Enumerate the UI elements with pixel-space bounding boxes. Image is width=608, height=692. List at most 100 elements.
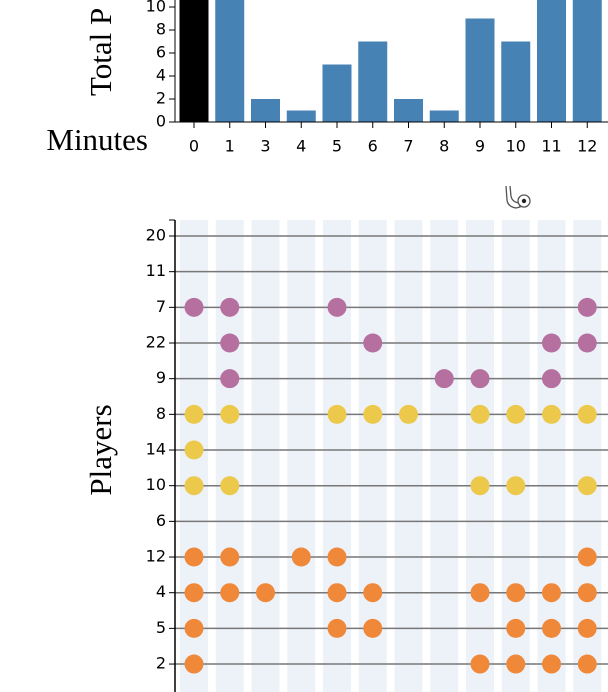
dot bbox=[577, 583, 597, 603]
x-tick-label: 10 bbox=[506, 137, 526, 156]
column-band bbox=[215, 220, 244, 692]
x-tick-label: 6 bbox=[368, 137, 378, 156]
dot bbox=[470, 654, 490, 674]
x-tick-label: 8 bbox=[439, 137, 449, 156]
bar bbox=[215, 0, 245, 122]
dot bbox=[220, 583, 240, 603]
column-band bbox=[251, 220, 280, 692]
x-tick-label: 1 bbox=[225, 137, 235, 156]
bar bbox=[537, 0, 566, 122]
dot bbox=[577, 547, 597, 567]
bar bbox=[429, 110, 459, 122]
column-band bbox=[537, 220, 566, 692]
dot bbox=[577, 476, 597, 496]
dot bbox=[220, 333, 240, 353]
dot bbox=[577, 333, 597, 353]
dot bbox=[506, 618, 526, 638]
bar bbox=[322, 64, 352, 122]
bar bbox=[251, 99, 280, 122]
x-tick-label: 0 bbox=[189, 137, 199, 156]
y-tick-label: 14 bbox=[146, 440, 166, 459]
dot bbox=[542, 333, 561, 353]
y-tick-label: 0 bbox=[156, 112, 166, 131]
dot bbox=[363, 333, 383, 353]
dot bbox=[220, 297, 240, 317]
y-tick-label: 22 bbox=[146, 333, 166, 352]
dot bbox=[542, 618, 561, 638]
dot bbox=[327, 618, 347, 638]
x-tick-label: 3 bbox=[260, 137, 270, 156]
y-axis-title: Players bbox=[83, 404, 118, 495]
dot bbox=[184, 547, 204, 567]
dot bbox=[220, 404, 240, 424]
dot bbox=[363, 404, 383, 424]
dot bbox=[291, 547, 311, 567]
dot bbox=[184, 404, 204, 424]
x-tick-label: 9 bbox=[475, 137, 485, 156]
dot bbox=[327, 404, 347, 424]
dot bbox=[327, 547, 347, 567]
x-tick-label: 7 bbox=[403, 137, 413, 156]
dot bbox=[470, 404, 490, 424]
x-axis-title: Minutes bbox=[46, 122, 148, 157]
dot bbox=[470, 583, 490, 603]
column-band bbox=[430, 220, 459, 692]
x-tick-label: 5 bbox=[332, 137, 342, 156]
dot bbox=[470, 369, 490, 389]
dot bbox=[184, 583, 204, 603]
dot bbox=[220, 547, 240, 567]
bar bbox=[179, 0, 209, 122]
y-tick-label: 20 bbox=[146, 226, 166, 245]
x-tick-label: 12 bbox=[577, 137, 597, 156]
dot bbox=[542, 654, 561, 674]
y-tick-label: 7 bbox=[156, 297, 166, 316]
y-tick-label: 6 bbox=[156, 43, 166, 62]
dot bbox=[577, 297, 597, 317]
x-tick-label: 4 bbox=[296, 137, 306, 156]
bar bbox=[394, 99, 423, 122]
dot bbox=[577, 654, 597, 674]
dot bbox=[327, 583, 347, 603]
dot bbox=[506, 404, 526, 424]
y-tick-label: 4 bbox=[156, 582, 166, 601]
dot bbox=[220, 369, 240, 389]
kick-icon bbox=[505, 185, 531, 209]
dot bbox=[327, 297, 347, 317]
y-tick-label: 12 bbox=[146, 547, 166, 566]
dot bbox=[184, 654, 204, 674]
column-band bbox=[501, 220, 530, 692]
dot bbox=[577, 618, 597, 638]
dot bbox=[542, 369, 561, 389]
y-tick-label: 5 bbox=[156, 618, 166, 637]
dot bbox=[399, 404, 418, 424]
bar bbox=[501, 41, 531, 122]
y-tick-label: 2 bbox=[156, 89, 166, 108]
column-band bbox=[394, 220, 423, 692]
dot bbox=[184, 618, 204, 638]
column-band bbox=[287, 220, 316, 692]
y-tick-label: 9 bbox=[156, 368, 166, 387]
dot bbox=[470, 476, 490, 496]
bar bbox=[358, 41, 388, 122]
y-tick-label: 11 bbox=[146, 261, 166, 280]
dot bbox=[506, 654, 526, 674]
y-tick-label: 10 bbox=[146, 0, 166, 16]
bar bbox=[465, 18, 495, 122]
y-tick-label: 6 bbox=[156, 511, 166, 530]
dot bbox=[184, 476, 204, 496]
y-tick-label: 8 bbox=[156, 404, 166, 423]
column-band bbox=[358, 220, 387, 692]
dot bbox=[256, 583, 275, 603]
y-tick-label: 8 bbox=[156, 20, 166, 39]
dot bbox=[363, 618, 383, 638]
y-tick-label: 10 bbox=[146, 475, 166, 494]
dot bbox=[542, 404, 561, 424]
y-axis-title: Total P bbox=[83, 8, 118, 96]
column-band bbox=[466, 220, 494, 692]
dot bbox=[434, 369, 454, 389]
dot bbox=[220, 476, 240, 496]
dot bbox=[577, 404, 597, 424]
dot bbox=[184, 297, 204, 317]
